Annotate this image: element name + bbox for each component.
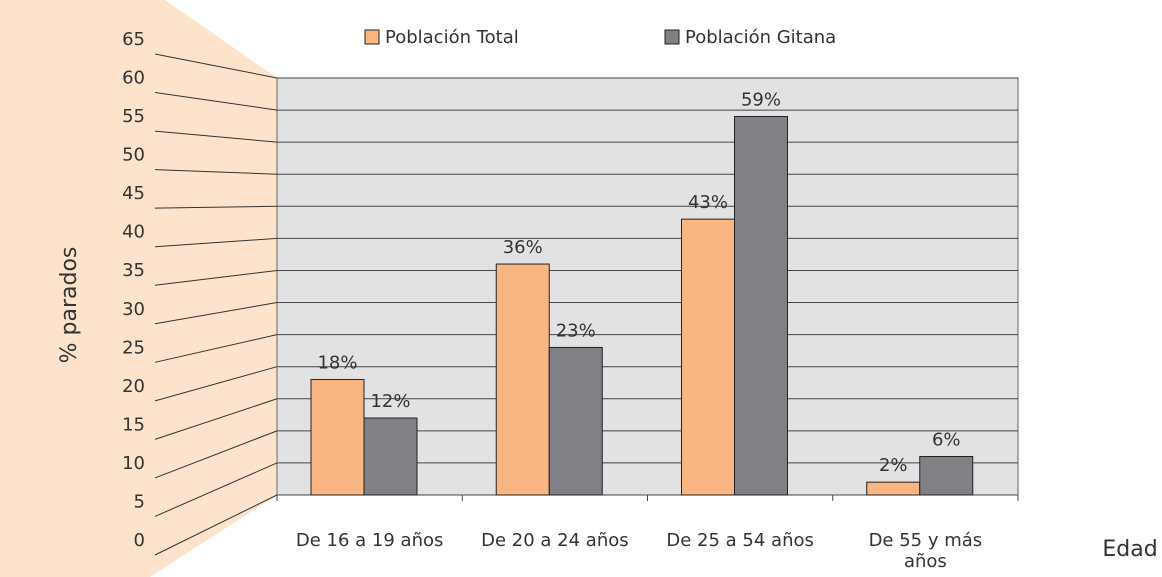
y-tick-label: 25: [122, 337, 145, 358]
y-tick-label: 0: [134, 530, 145, 551]
y-axis-label: % parados: [57, 247, 82, 364]
legend-swatch: [665, 30, 679, 44]
bar: [549, 347, 602, 495]
bar: [735, 116, 788, 495]
value-label: 36%: [503, 237, 543, 258]
bar: [364, 418, 417, 495]
y-tick-label: 50: [122, 145, 145, 166]
y-tick-label: 15: [122, 414, 145, 435]
value-label: 2%: [879, 455, 908, 476]
y-tick-label: 55: [122, 106, 145, 127]
y-tick-label: 65: [122, 29, 145, 50]
value-label: 12%: [370, 391, 410, 412]
y-tick-label: 30: [122, 299, 145, 320]
value-label: 59%: [741, 89, 781, 110]
value-label: 23%: [556, 320, 596, 341]
x-axis-label: Edad: [1102, 537, 1157, 562]
y-tick-label: 20: [122, 376, 145, 397]
x-tick-label: De 55 y más años: [850, 530, 1000, 572]
bar: [920, 457, 973, 495]
x-tick-label: De 25 a 54 años: [665, 530, 815, 551]
y-tick-label: 40: [122, 222, 145, 243]
value-label: 18%: [317, 353, 357, 374]
value-label: 6%: [932, 430, 961, 451]
bar: [496, 264, 549, 495]
y-tick-label: 35: [122, 260, 145, 281]
bar: [682, 219, 735, 495]
bar: [867, 482, 920, 495]
legend-swatch: [365, 30, 379, 44]
value-label: 43%: [688, 192, 728, 213]
x-tick-label: De 16 a 19 años: [295, 530, 445, 551]
x-tick-label: De 20 a 24 años: [480, 530, 630, 551]
y-tick-label: 5: [134, 491, 145, 512]
legend-label: Población Gitana: [685, 27, 836, 48]
y-tick-label: 45: [122, 183, 145, 204]
y-tick-label: 10: [122, 453, 145, 474]
legend-label: Población Total: [385, 27, 519, 48]
y-tick-label: 60: [122, 68, 145, 89]
chart-page: % parados Edad 0 5 10 15 20 25 30 35 40 45 50 55 60 6…: [0, 0, 1162, 577]
chart: % parados Edad 0 5 10 15 20 25 30 35 40 45 50 55 60 6…: [0, 0, 1162, 577]
bar: [311, 380, 364, 495]
